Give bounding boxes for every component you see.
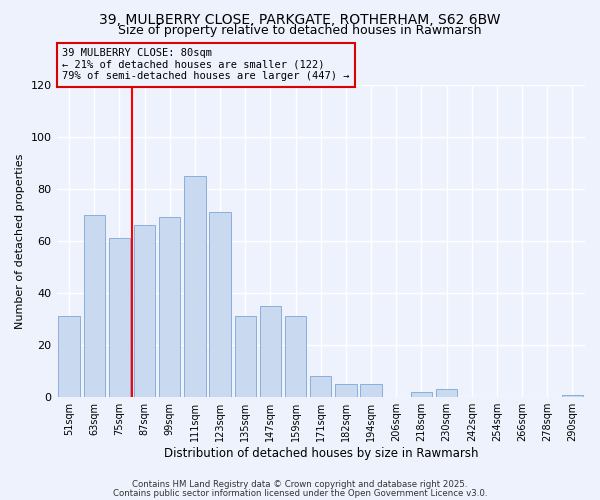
Bar — [83, 215, 105, 397]
Bar — [235, 316, 256, 397]
Bar — [411, 392, 432, 397]
Bar — [184, 176, 206, 397]
Bar — [436, 390, 457, 397]
Bar — [260, 306, 281, 397]
Y-axis label: Number of detached properties: Number of detached properties — [15, 153, 25, 328]
Bar — [361, 384, 382, 397]
Bar — [310, 376, 331, 397]
Text: Contains HM Land Registry data © Crown copyright and database right 2025.: Contains HM Land Registry data © Crown c… — [132, 480, 468, 489]
Bar — [159, 218, 181, 397]
Bar — [562, 394, 583, 397]
Text: Size of property relative to detached houses in Rawmarsh: Size of property relative to detached ho… — [118, 24, 482, 37]
Text: Contains public sector information licensed under the Open Government Licence v3: Contains public sector information licen… — [113, 488, 487, 498]
Text: 39, MULBERRY CLOSE, PARKGATE, ROTHERHAM, S62 6BW: 39, MULBERRY CLOSE, PARKGATE, ROTHERHAM,… — [99, 12, 501, 26]
Bar — [209, 212, 231, 397]
Bar — [134, 225, 155, 397]
X-axis label: Distribution of detached houses by size in Rawmarsh: Distribution of detached houses by size … — [164, 447, 478, 460]
Bar — [109, 238, 130, 397]
Bar — [58, 316, 80, 397]
Text: 39 MULBERRY CLOSE: 80sqm
← 21% of detached houses are smaller (122)
79% of semi-: 39 MULBERRY CLOSE: 80sqm ← 21% of detach… — [62, 48, 349, 82]
Bar — [335, 384, 356, 397]
Bar — [285, 316, 307, 397]
